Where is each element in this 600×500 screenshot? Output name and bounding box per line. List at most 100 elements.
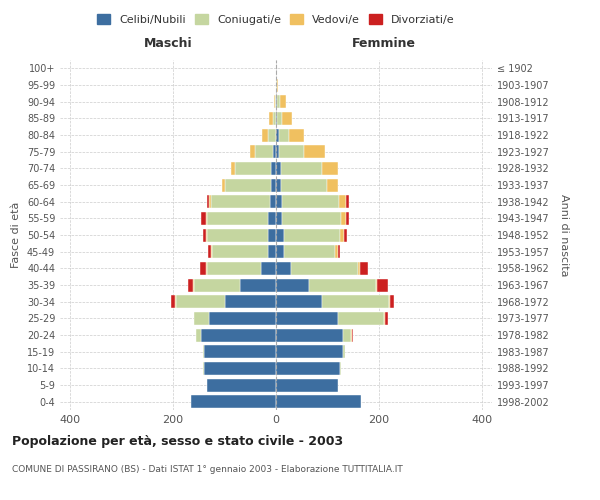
- Legend: Celibi/Nubili, Coniugati/e, Vedovi/e, Divorziati/e: Celibi/Nubili, Coniugati/e, Vedovi/e, Di…: [93, 10, 459, 29]
- Bar: [281, 178, 328, 192]
- Bar: [276, 228, 284, 241]
- Bar: [377, 278, 388, 291]
- Bar: [206, 195, 209, 208]
- Bar: [268, 212, 276, 225]
- Bar: [209, 195, 211, 208]
- Bar: [274, 145, 276, 158]
- Bar: [206, 212, 268, 225]
- Bar: [202, 328, 276, 342]
- Bar: [224, 178, 271, 192]
- Bar: [346, 212, 349, 225]
- Bar: [276, 395, 361, 408]
- Bar: [276, 212, 282, 225]
- Bar: [203, 345, 204, 358]
- Bar: [204, 345, 276, 358]
- Bar: [206, 262, 260, 275]
- Bar: [208, 245, 211, 258]
- Bar: [203, 228, 206, 241]
- Text: Femmine: Femmine: [352, 37, 416, 50]
- Bar: [250, 145, 256, 158]
- Text: Popolazione per età, sesso e stato civile - 2003: Popolazione per età, sesso e stato civil…: [12, 435, 343, 448]
- Bar: [271, 178, 276, 192]
- Bar: [282, 195, 339, 208]
- Bar: [275, 95, 276, 108]
- Bar: [328, 178, 338, 192]
- Bar: [340, 228, 344, 241]
- Y-axis label: Anni di nascita: Anni di nascita: [559, 194, 569, 276]
- Bar: [203, 362, 204, 375]
- Bar: [304, 145, 325, 158]
- Bar: [276, 362, 340, 375]
- Bar: [277, 95, 280, 108]
- Bar: [276, 78, 277, 92]
- Text: COMUNE DI PASSIRANO (BS) - Dati ISTAT 1° gennaio 2003 - Elaborazione TUTTITALIA.: COMUNE DI PASSIRANO (BS) - Dati ISTAT 1°…: [12, 465, 403, 474]
- Bar: [276, 378, 338, 392]
- Bar: [276, 328, 343, 342]
- Bar: [211, 195, 270, 208]
- Bar: [276, 128, 278, 141]
- Bar: [276, 345, 343, 358]
- Bar: [284, 245, 335, 258]
- Bar: [352, 328, 353, 342]
- Bar: [322, 162, 338, 175]
- Bar: [211, 245, 212, 258]
- Bar: [292, 262, 358, 275]
- Bar: [276, 295, 322, 308]
- Bar: [310, 278, 376, 291]
- Bar: [231, 162, 235, 175]
- Bar: [281, 162, 322, 175]
- Bar: [322, 295, 389, 308]
- Bar: [341, 212, 346, 225]
- Bar: [276, 145, 278, 158]
- Bar: [278, 145, 304, 158]
- Bar: [276, 312, 338, 325]
- Bar: [268, 228, 276, 241]
- Bar: [270, 195, 276, 208]
- Bar: [280, 95, 286, 108]
- Bar: [335, 245, 338, 258]
- Bar: [338, 245, 340, 258]
- Bar: [344, 228, 347, 241]
- Bar: [240, 278, 276, 291]
- Bar: [358, 262, 360, 275]
- Bar: [276, 278, 310, 291]
- Bar: [389, 295, 390, 308]
- Bar: [339, 195, 346, 208]
- Bar: [193, 278, 194, 291]
- Bar: [343, 328, 350, 342]
- Bar: [284, 228, 340, 241]
- Bar: [276, 195, 282, 208]
- Bar: [338, 312, 384, 325]
- Bar: [262, 128, 268, 141]
- Bar: [170, 295, 175, 308]
- Bar: [350, 328, 352, 342]
- Bar: [188, 278, 193, 291]
- Bar: [200, 262, 206, 275]
- Bar: [274, 112, 276, 125]
- Bar: [376, 278, 377, 291]
- Bar: [194, 312, 209, 325]
- Bar: [176, 295, 224, 308]
- Bar: [271, 162, 276, 175]
- Bar: [274, 95, 275, 108]
- Bar: [282, 112, 292, 125]
- Bar: [268, 245, 276, 258]
- Bar: [209, 312, 276, 325]
- Bar: [206, 228, 268, 241]
- Bar: [278, 128, 289, 141]
- Bar: [175, 295, 176, 308]
- Bar: [346, 195, 349, 208]
- Bar: [282, 212, 341, 225]
- Bar: [384, 312, 385, 325]
- Bar: [268, 128, 276, 141]
- Bar: [385, 312, 388, 325]
- Bar: [277, 78, 278, 92]
- Bar: [256, 145, 274, 158]
- Bar: [212, 245, 268, 258]
- Bar: [343, 345, 346, 358]
- Bar: [269, 112, 274, 125]
- Bar: [276, 162, 281, 175]
- Bar: [202, 212, 206, 225]
- Bar: [360, 262, 368, 275]
- Bar: [390, 295, 394, 308]
